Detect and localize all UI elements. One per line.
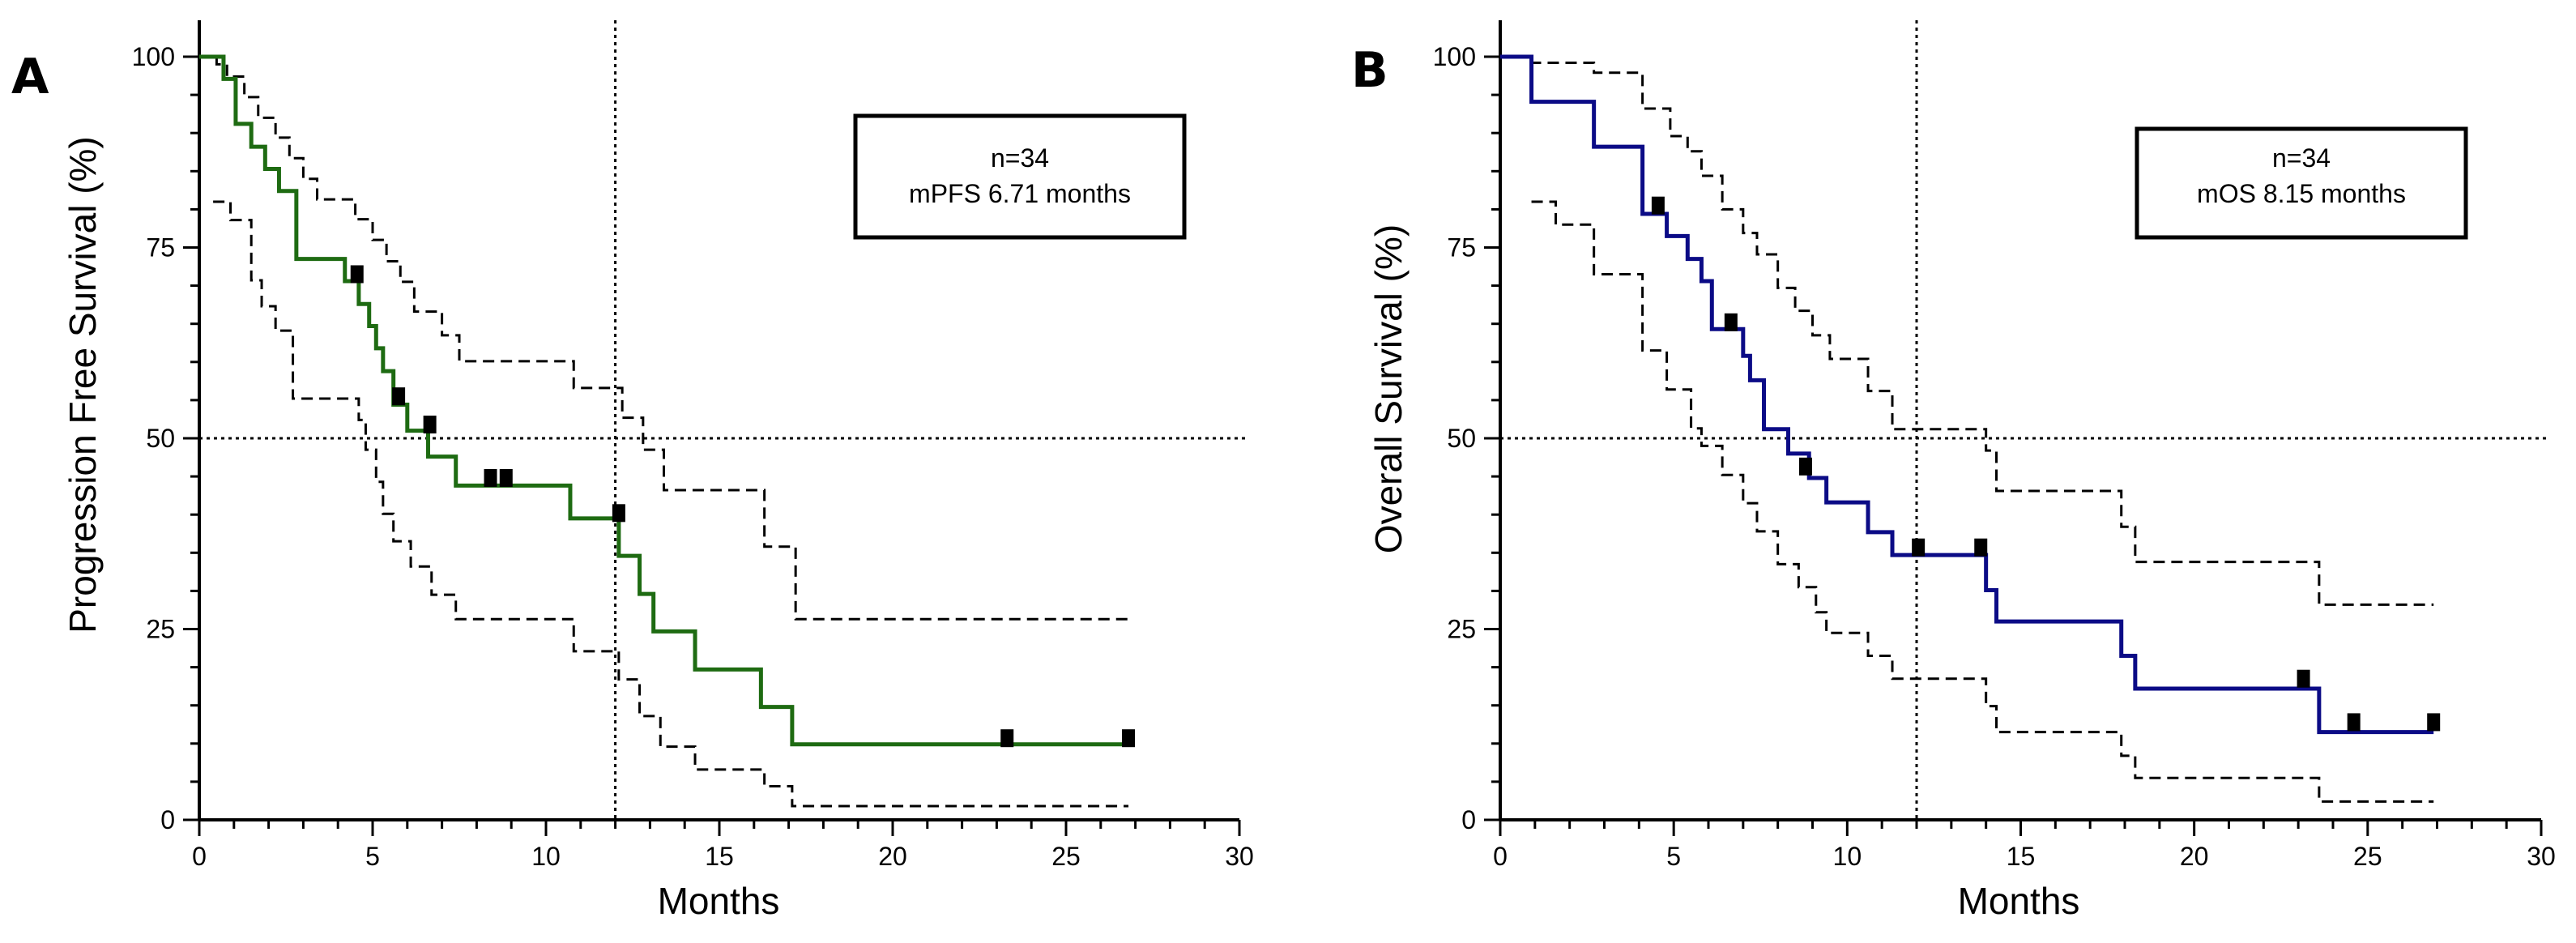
x-axis-label: Months [1958, 880, 2080, 922]
y-axis-label: Overall Survival (%) [1367, 224, 1410, 553]
upper-ci-curve [1500, 55, 2434, 606]
y-tick-label: 25 [146, 615, 175, 644]
censor-mark [423, 416, 437, 434]
x-tick-label: 15 [2007, 842, 2036, 871]
x-tick-label: 5 [365, 842, 380, 871]
censor-mark [1651, 196, 1665, 215]
x-tick-label: 5 [1666, 842, 1681, 871]
annotation-box: n=34 mOS 8.15 months [2135, 126, 2468, 240]
panel-letter: B [1351, 42, 1388, 99]
y-tick-label: 100 [132, 42, 175, 71]
y-tick-label: 75 [146, 233, 175, 262]
censor-mark [1798, 457, 1812, 476]
censor-mark [392, 387, 406, 406]
censor-marks [350, 265, 1136, 748]
panel-b-os: B Overall Survival (%) Months 0255075100… [1351, 20, 2556, 922]
axes: 0 25 50 75 100 0 5 10 15 20 25 30 [1433, 20, 2556, 871]
x-tick-label: 25 [2353, 842, 2382, 871]
y-axis-label: Progression Free Survival (%) [62, 136, 104, 634]
censor-mark [2427, 713, 2441, 732]
panel-a-pfs: A Progression Free Survival (%) Months 0… [11, 20, 1254, 922]
x-tick-label: 0 [192, 842, 207, 871]
curves [1500, 54, 2434, 803]
x-tick-label: 20 [2180, 842, 2209, 871]
reference-lines [199, 20, 1247, 820]
x-tick-label: 10 [531, 842, 561, 871]
axes: 0 25 50 75 100 0 5 10 15 20 25 30 [132, 20, 1254, 871]
censor-mark [612, 504, 625, 523]
y-tick-label: 50 [1447, 424, 1476, 453]
censor-marks [1651, 196, 2441, 732]
upper-ci-curve [199, 55, 1129, 621]
x-tick-label: 30 [2527, 842, 2556, 871]
reference-lines [1500, 20, 2549, 820]
censor-mark [2297, 669, 2310, 688]
lower-ci-curve [1531, 200, 2434, 803]
survival-curve [1500, 54, 2434, 735]
x-tick-label: 30 [1225, 842, 1254, 871]
annotation-median: mPFS 6.71 months [909, 179, 1131, 208]
censor-mark [1912, 538, 1926, 557]
annotation-median: mOS 8.15 months [2197, 179, 2406, 208]
y-tick-label: 0 [1461, 805, 1476, 834]
censor-mark [1000, 729, 1014, 748]
x-tick-label: 10 [1833, 842, 1862, 871]
lower-ci-curve [213, 200, 1129, 808]
censor-mark [1724, 313, 1738, 331]
censor-mark [499, 468, 513, 487]
survival-curve [199, 54, 1129, 747]
x-tick-label: 15 [705, 842, 734, 871]
y-tick-label: 75 [1447, 233, 1476, 262]
curves [199, 54, 1129, 808]
y-tick-label: 0 [160, 805, 175, 834]
panel-letter: A [11, 49, 49, 105]
censor-mark [484, 468, 497, 487]
x-tick-label: 20 [878, 842, 907, 871]
annotation-n: n=34 [2272, 143, 2331, 173]
x-tick-label: 25 [1051, 842, 1081, 871]
y-tick-label: 50 [146, 424, 175, 453]
y-tick-label: 100 [1433, 42, 1476, 71]
censor-mark [2347, 713, 2361, 732]
censor-mark [1122, 729, 1136, 748]
censor-mark [350, 265, 364, 284]
censor-mark [1974, 538, 1988, 557]
x-axis-label: Months [658, 880, 780, 922]
x-tick-label: 0 [1493, 842, 1508, 871]
annotation-box: n=34 mPFS 6.71 months [853, 113, 1187, 240]
annotation-n: n=34 [991, 143, 1049, 173]
y-tick-label: 25 [1447, 615, 1476, 644]
